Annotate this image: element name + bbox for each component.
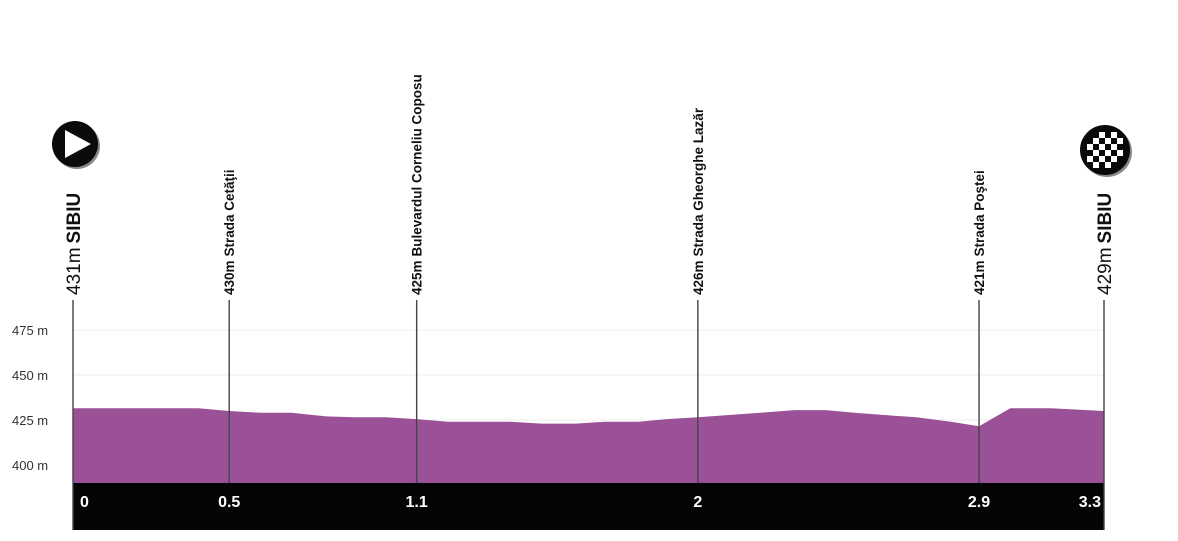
checker-square	[1099, 156, 1105, 162]
waypoint-altitude: 429m	[1095, 247, 1116, 295]
checker-square	[1099, 132, 1105, 138]
waypoint-label: 429m SIBIU	[1095, 193, 1116, 295]
y-tick-label: 400 m	[12, 458, 48, 473]
waypoint-label: 431m SIBIU	[64, 193, 85, 295]
start-play-icon	[52, 121, 100, 169]
waypoint-point: 430m Strada Cetăţii	[222, 169, 237, 483]
x-axis-ticks: 0 0.5 1.1 2 2.9 3.3	[80, 494, 1101, 511]
checker-square	[1105, 138, 1111, 144]
checker-square	[1117, 150, 1123, 156]
waypoint-name: Strada Cetăţii	[222, 169, 237, 256]
checker-square	[1087, 156, 1093, 162]
y-tick-label: 450 m	[12, 368, 48, 383]
waypoint-point: 426m Strada Gheorghe Lazăr	[691, 107, 706, 483]
elevation-area	[73, 408, 1104, 483]
checker-square	[1117, 138, 1123, 144]
checker-square	[1105, 162, 1111, 168]
waypoint-start: 431m SIBIU	[52, 121, 100, 530]
y-tick-label: 475 m	[12, 323, 48, 338]
waypoint-label: 426m Strada Gheorghe Lazăr	[691, 107, 706, 295]
checker-square	[1093, 138, 1099, 144]
x-tick-label: 3.3	[1079, 494, 1101, 511]
waypoint-altitude: 425m	[410, 260, 425, 295]
waypoint-name: SIBIU	[1095, 193, 1116, 244]
waypoint-name: Strada Poştei	[972, 170, 987, 256]
y-axis-ticks: 475 m 450 m 425 m 400 m	[12, 323, 48, 473]
play-triangle	[65, 130, 91, 158]
x-tick-label: 2.9	[968, 494, 990, 511]
distance-axis-bar	[73, 483, 1104, 530]
checker-square	[1111, 132, 1117, 138]
waypoint-label: 430m Strada Cetăţii	[222, 169, 237, 295]
waypoint-label: 425m Bulevardul Corneliu Coposu	[410, 74, 425, 295]
waypoint-name: SIBIU	[64, 193, 85, 244]
x-tick-label: 0	[80, 494, 89, 511]
checker-square	[1087, 144, 1093, 150]
checker-square	[1099, 144, 1105, 150]
waypoint-point: 425m Bulevardul Corneliu Coposu	[410, 74, 425, 483]
x-tick-label: 1.1	[406, 494, 428, 511]
waypoint-label: 421m Strada Poştei	[972, 170, 987, 295]
waypoint-point: 421m Strada Poştei	[972, 170, 987, 483]
checker-square	[1111, 156, 1117, 162]
waypoint-altitude: 426m	[691, 260, 706, 295]
y-tick-label: 425 m	[12, 413, 48, 428]
waypoint-finish: 429m SIBIU	[1080, 125, 1132, 530]
waypoint-name: Bulevardul Corneliu Coposu	[410, 74, 425, 256]
checker-square	[1105, 150, 1111, 156]
x-tick-label: 0.5	[218, 494, 240, 511]
waypoint-altitude: 430m	[222, 260, 237, 295]
waypoint-altitude: 431m	[64, 247, 85, 295]
checker-square	[1093, 162, 1099, 168]
waypoints: 431m SIBIU 430m Strada Cetăţii 425m Bulevardu…	[52, 74, 1132, 530]
finish-flag-icon	[1080, 125, 1132, 177]
checker-square	[1093, 150, 1099, 156]
x-tick-label: 2	[693, 494, 702, 511]
waypoint-name: Strada Gheorghe Lazăr	[691, 107, 706, 256]
checker-square	[1111, 144, 1117, 150]
waypoint-altitude: 421m	[972, 260, 987, 295]
